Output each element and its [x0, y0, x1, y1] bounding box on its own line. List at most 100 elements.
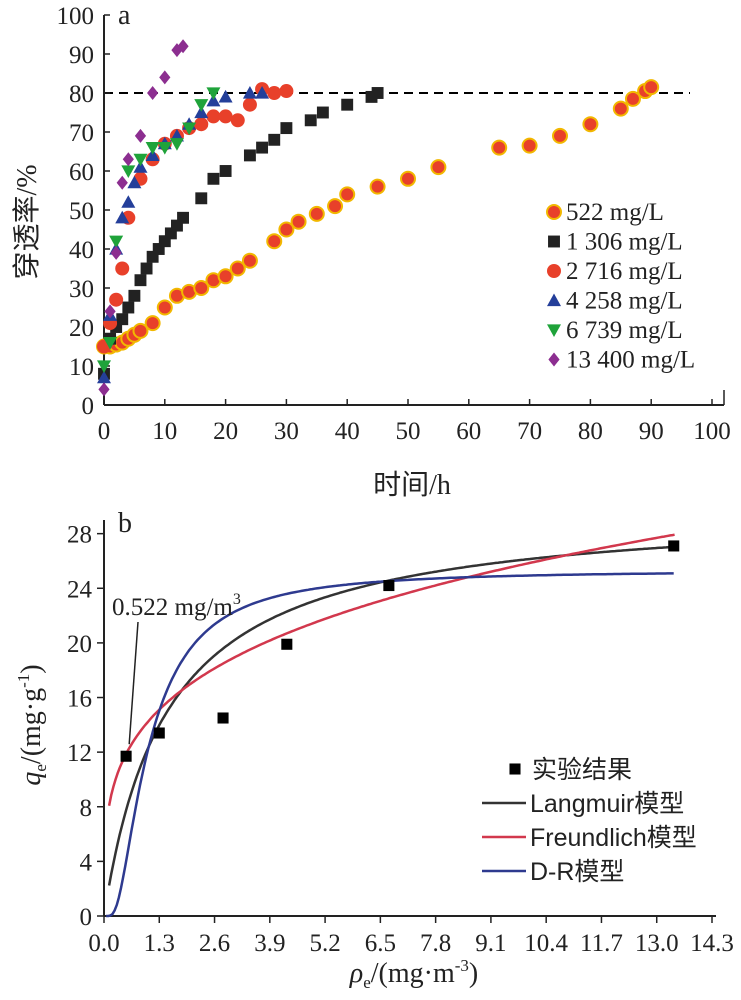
chart-b-y-tick-label: 28	[67, 522, 92, 549]
chart-a-x-tick-label: 60	[456, 418, 481, 445]
chart-a-point-series-1	[158, 235, 171, 248]
chart-b-y-tick-label: 12	[67, 740, 92, 767]
chart-a-point-series-2	[242, 97, 257, 112]
chart-a-point-series-3	[194, 105, 209, 119]
chart-a-legend-label: 2 716 mg/L	[566, 258, 683, 285]
chart-a-y-tick-label: 50	[69, 198, 94, 225]
chart-b-y-tick-label: 0	[80, 904, 93, 931]
chart-a-point-series-3	[255, 86, 270, 99]
chart-b-x-axis-label: ρe/(mg·m-3)	[349, 956, 479, 992]
chart-a: 0 10 20 30 40 50 60 70 80 90 100 0 10 20 30 40 50 60 70 80…	[11, 0, 731, 501]
chart-b-x-tick-label: 10.4	[524, 930, 568, 957]
chart-a-x-tick-label: 80	[578, 418, 603, 445]
chart-a-x-tick-label: 20	[213, 418, 238, 445]
chart-a-point-series-1	[341, 98, 354, 111]
chart-a-y-tick-label: 60	[69, 159, 94, 186]
chart-a-point-series-1	[371, 87, 384, 99]
chart-a-point-series-3	[133, 160, 148, 173]
chart-a-point-series-0	[643, 79, 660, 96]
chart-b-y-tick-labels: 0 4 8 12 16 20 24 28	[67, 522, 93, 931]
chart-b-x-tick-label: 7.8	[420, 930, 451, 957]
chart-a-y-tick-label: 10	[69, 354, 94, 381]
chart-a-x-tick-label: 70	[517, 418, 542, 445]
chart-a-point-series-3	[127, 175, 142, 189]
chart-a-point-series-1	[207, 172, 220, 185]
chart-b-experimental-point	[217, 712, 229, 724]
chart-a-y-tick-label: 80	[69, 81, 94, 108]
chart-b-panel-label: b	[118, 508, 132, 539]
chart-a-x-tick-label: 40	[335, 418, 360, 445]
chart-a-point-series-4	[206, 87, 221, 100]
chart-a-point-series-1	[195, 192, 208, 205]
chart-a-y-tick-label: 20	[69, 315, 94, 342]
chart-a-point-series-2	[279, 84, 294, 99]
chart-b-experimental-point	[281, 638, 293, 650]
chart-a-point-series-4	[182, 122, 197, 136]
chart-a-point-series-5	[177, 39, 189, 54]
chart-a-point-series-3	[206, 93, 221, 107]
chart-a-point-series-3	[121, 195, 136, 208]
chart-a-point-series-2	[218, 109, 233, 124]
chart-a-point-series-5	[104, 304, 116, 319]
chart-a-x-tick-label: 100	[693, 418, 731, 445]
chart-a-point-series-0	[144, 315, 161, 332]
chart-a-point-series-0	[278, 221, 295, 238]
chart-a-point-series-1	[116, 313, 129, 326]
chart-a-point-series-0	[193, 280, 210, 296]
chart-b-x-tick-label: 3.9	[254, 930, 285, 957]
chart-a-point-series-4	[194, 99, 209, 112]
chart-a-point-series-2	[109, 292, 124, 307]
chart-a-point-series-1	[304, 114, 317, 127]
chart-b: 0.0 1.3 2.6 3.9 5.2 6.5 7.8 9.1 10.4 11.7 13.0 14.3…	[14, 508, 734, 992]
chart-a-point-series-0	[491, 139, 508, 156]
chart-a-point-series-0	[241, 252, 258, 269]
chart-a-x-tick-labels: 0 10 20 30 40 50 60 70 80 90 100	[98, 418, 731, 445]
chart-a-legend-marker	[548, 235, 560, 248]
chart-a-point-series-1	[128, 289, 141, 302]
chart-a-point-series-2	[267, 86, 282, 100]
chart-a-point-series-1	[177, 211, 189, 224]
chart-a-point-series-0	[339, 186, 356, 203]
chart-a-y-axis-label: 穿透率/%	[11, 164, 43, 279]
chart-a-legend-marker	[546, 204, 562, 220]
chart-a-point-series-4	[133, 153, 148, 167]
chart-a-point-series-1	[268, 133, 281, 146]
chart-a-x-axis-label: 时间/h	[373, 469, 451, 501]
chart-a-point-series-1	[152, 243, 165, 255]
chart-a-point-series-4	[121, 165, 136, 178]
chart-a-point-series-5	[122, 152, 134, 167]
chart-b-y-tick-label: 8	[80, 795, 93, 822]
chart-a-point-series-0	[400, 170, 416, 187]
chart-b-legend-marker	[509, 763, 521, 775]
chart-b-y-tick-label: 4	[80, 849, 93, 876]
chart-b-x-tick-label: 9.1	[475, 930, 506, 957]
chart-a-y-tick-label: 0	[82, 393, 95, 420]
chart-b-x-tick-label: 2.6	[199, 930, 230, 957]
chart-a-point-series-0	[612, 100, 629, 117]
chart-b-y-axis-label: qe/(mg·g-1)	[14, 664, 50, 785]
chart-a-points	[96, 39, 660, 397]
chart-a-point-series-0	[132, 322, 149, 339]
chart-b-annotation-leader	[128, 621, 139, 745]
chart-a-y-tick-label: 100	[57, 3, 95, 30]
chart-a-point-series-4	[97, 360, 111, 373]
chart-a-point-series-0	[552, 127, 568, 144]
chart-a-legend-marker	[548, 352, 560, 367]
chart-b-x-tick-label: 1.3	[144, 930, 175, 957]
chart-a-point-series-1	[146, 250, 159, 263]
chart-a-y-tick-labels: 0 10 20 30 40 50 60 70 80 90 100	[57, 3, 95, 420]
chart-a-point-series-0	[430, 159, 447, 176]
chart-a-point-series-4	[157, 142, 172, 155]
chart-a-point-series-0	[266, 233, 283, 250]
chart-b-experimental-point	[668, 540, 680, 552]
chart-b-x-tick-label: 6.5	[365, 930, 396, 957]
chart-a-point-series-2	[194, 117, 209, 132]
chart-b-axes	[97, 520, 716, 923]
chart-a-point-series-5	[116, 175, 128, 190]
chart-a-point-series-0	[156, 299, 173, 316]
chart-a-x-tick-label: 90	[639, 418, 664, 445]
chart-b-legend: 实验结果 Langmuir模型 Freundlich模型 D-R模型	[482, 756, 697, 886]
chart-b-x-tick-label: 14.3	[690, 930, 734, 957]
chart-b-annotation: 0.522 mg/m3	[112, 591, 241, 621]
chart-b-model-line-1	[107, 533, 675, 807]
